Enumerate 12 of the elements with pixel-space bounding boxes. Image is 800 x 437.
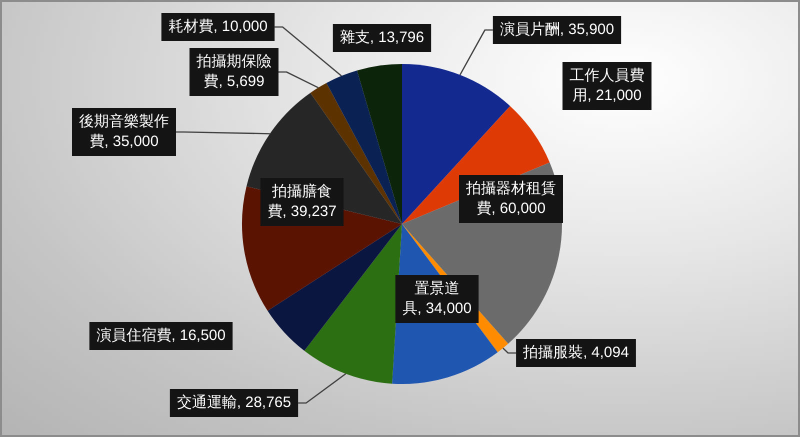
slice-label: 工作人員費用, 21,000 (570, 67, 644, 104)
slice-label: 後期音樂製作費, 35,000 (79, 113, 169, 150)
slice-label: 拍攝器材租賃費, 60,000 (465, 180, 556, 218)
slice-label: 拍攝膳食費, 39,237 (267, 183, 337, 220)
slice-label: 演員住宿費, 16,500 (96, 327, 226, 344)
slice-label: 耗材費, 10,000 (168, 18, 268, 36)
slice-label: 交通運輸, 28,765 (176, 394, 292, 412)
slice-label: 演員片酬, 35,900 (500, 21, 614, 38)
slice-label: 拍攝服裝, 4,094 (522, 344, 629, 362)
slice-label: 雜支, 13,796 (340, 29, 424, 46)
slice-label: 置景道具, 34,000 (402, 280, 472, 318)
slice-label: 拍攝期保險費, 5,699 (196, 53, 272, 90)
